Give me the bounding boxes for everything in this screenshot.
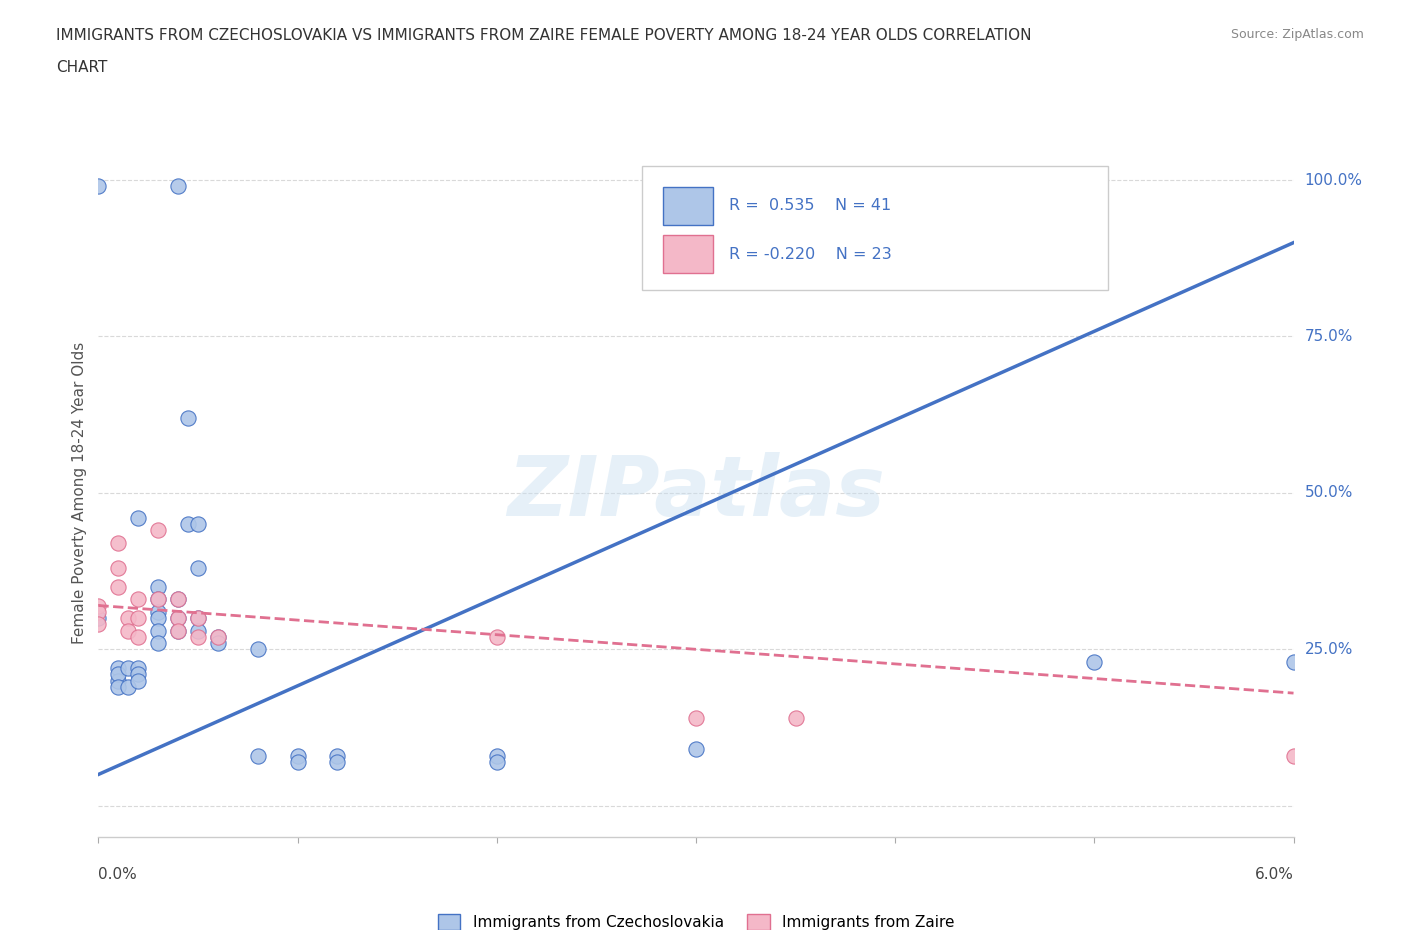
Point	[167, 611, 190, 626]
Text: 75.0%: 75.0%	[1305, 329, 1353, 344]
Point	[117, 623, 139, 638]
Point	[177, 410, 200, 425]
Point	[207, 630, 229, 644]
Point	[87, 611, 110, 626]
Point	[685, 711, 707, 725]
Point	[127, 667, 149, 682]
Point	[107, 673, 129, 688]
Point	[148, 591, 170, 606]
Text: IMMIGRANTS FROM CZECHOSLOVAKIA VS IMMIGRANTS FROM ZAIRE FEMALE POVERTY AMONG 18-: IMMIGRANTS FROM CZECHOSLOVAKIA VS IMMIGR…	[56, 28, 1032, 43]
Point	[485, 630, 508, 644]
Bar	[662, 187, 713, 224]
Text: 25.0%: 25.0%	[1305, 642, 1353, 657]
Point	[107, 536, 129, 551]
Text: 0.0%: 0.0%	[98, 867, 138, 882]
Point	[187, 611, 209, 626]
Point	[127, 611, 149, 626]
FancyBboxPatch shape	[643, 166, 1108, 290]
Point	[1083, 655, 1105, 670]
Point	[187, 517, 209, 532]
Text: 6.0%: 6.0%	[1254, 867, 1294, 882]
Point	[127, 660, 149, 675]
Point	[148, 623, 170, 638]
Bar	[662, 235, 713, 272]
Point	[1282, 655, 1305, 670]
Point	[87, 598, 110, 613]
Point	[287, 749, 309, 764]
Point	[167, 591, 190, 606]
Text: Source: ZipAtlas.com: Source: ZipAtlas.com	[1230, 28, 1364, 41]
Point	[187, 630, 209, 644]
Point	[148, 604, 170, 619]
Point	[148, 591, 170, 606]
Point	[785, 711, 807, 725]
Point	[187, 623, 209, 638]
Point	[167, 623, 190, 638]
Point	[187, 561, 209, 576]
Point	[167, 591, 190, 606]
Point	[87, 604, 110, 619]
Point	[485, 749, 508, 764]
Point	[127, 630, 149, 644]
Point	[187, 611, 209, 626]
Text: R =  0.535    N = 41: R = 0.535 N = 41	[730, 198, 891, 213]
Point	[107, 561, 129, 576]
Text: 50.0%: 50.0%	[1305, 485, 1353, 500]
Text: ZIPatlas: ZIPatlas	[508, 452, 884, 534]
Text: CHART: CHART	[56, 60, 108, 75]
Legend: Immigrants from Czechoslovakia, Immigrants from Zaire: Immigrants from Czechoslovakia, Immigran…	[432, 908, 960, 930]
Point	[167, 611, 190, 626]
Point	[117, 611, 139, 626]
Point	[107, 660, 129, 675]
Point	[246, 749, 269, 764]
Point	[87, 179, 110, 193]
Point	[87, 617, 110, 631]
Point	[326, 754, 349, 769]
Point	[107, 680, 129, 695]
Point	[177, 517, 200, 532]
Point	[246, 642, 269, 657]
Point	[148, 635, 170, 650]
Point	[117, 660, 139, 675]
Point	[207, 630, 229, 644]
Point	[127, 511, 149, 525]
Point	[326, 749, 349, 764]
Point	[207, 635, 229, 650]
Point	[107, 667, 129, 682]
Text: 100.0%: 100.0%	[1305, 173, 1362, 188]
Point	[127, 591, 149, 606]
Point	[287, 754, 309, 769]
Point	[127, 673, 149, 688]
Point	[167, 179, 190, 193]
Point	[117, 680, 139, 695]
Point	[148, 611, 170, 626]
Point	[485, 754, 508, 769]
Point	[167, 623, 190, 638]
Point	[107, 579, 129, 594]
Y-axis label: Female Poverty Among 18-24 Year Olds: Female Poverty Among 18-24 Year Olds	[72, 342, 87, 644]
Point	[148, 523, 170, 538]
Point	[148, 579, 170, 594]
Text: R = -0.220    N = 23: R = -0.220 N = 23	[730, 246, 893, 261]
Point	[685, 742, 707, 757]
Point	[1282, 749, 1305, 764]
